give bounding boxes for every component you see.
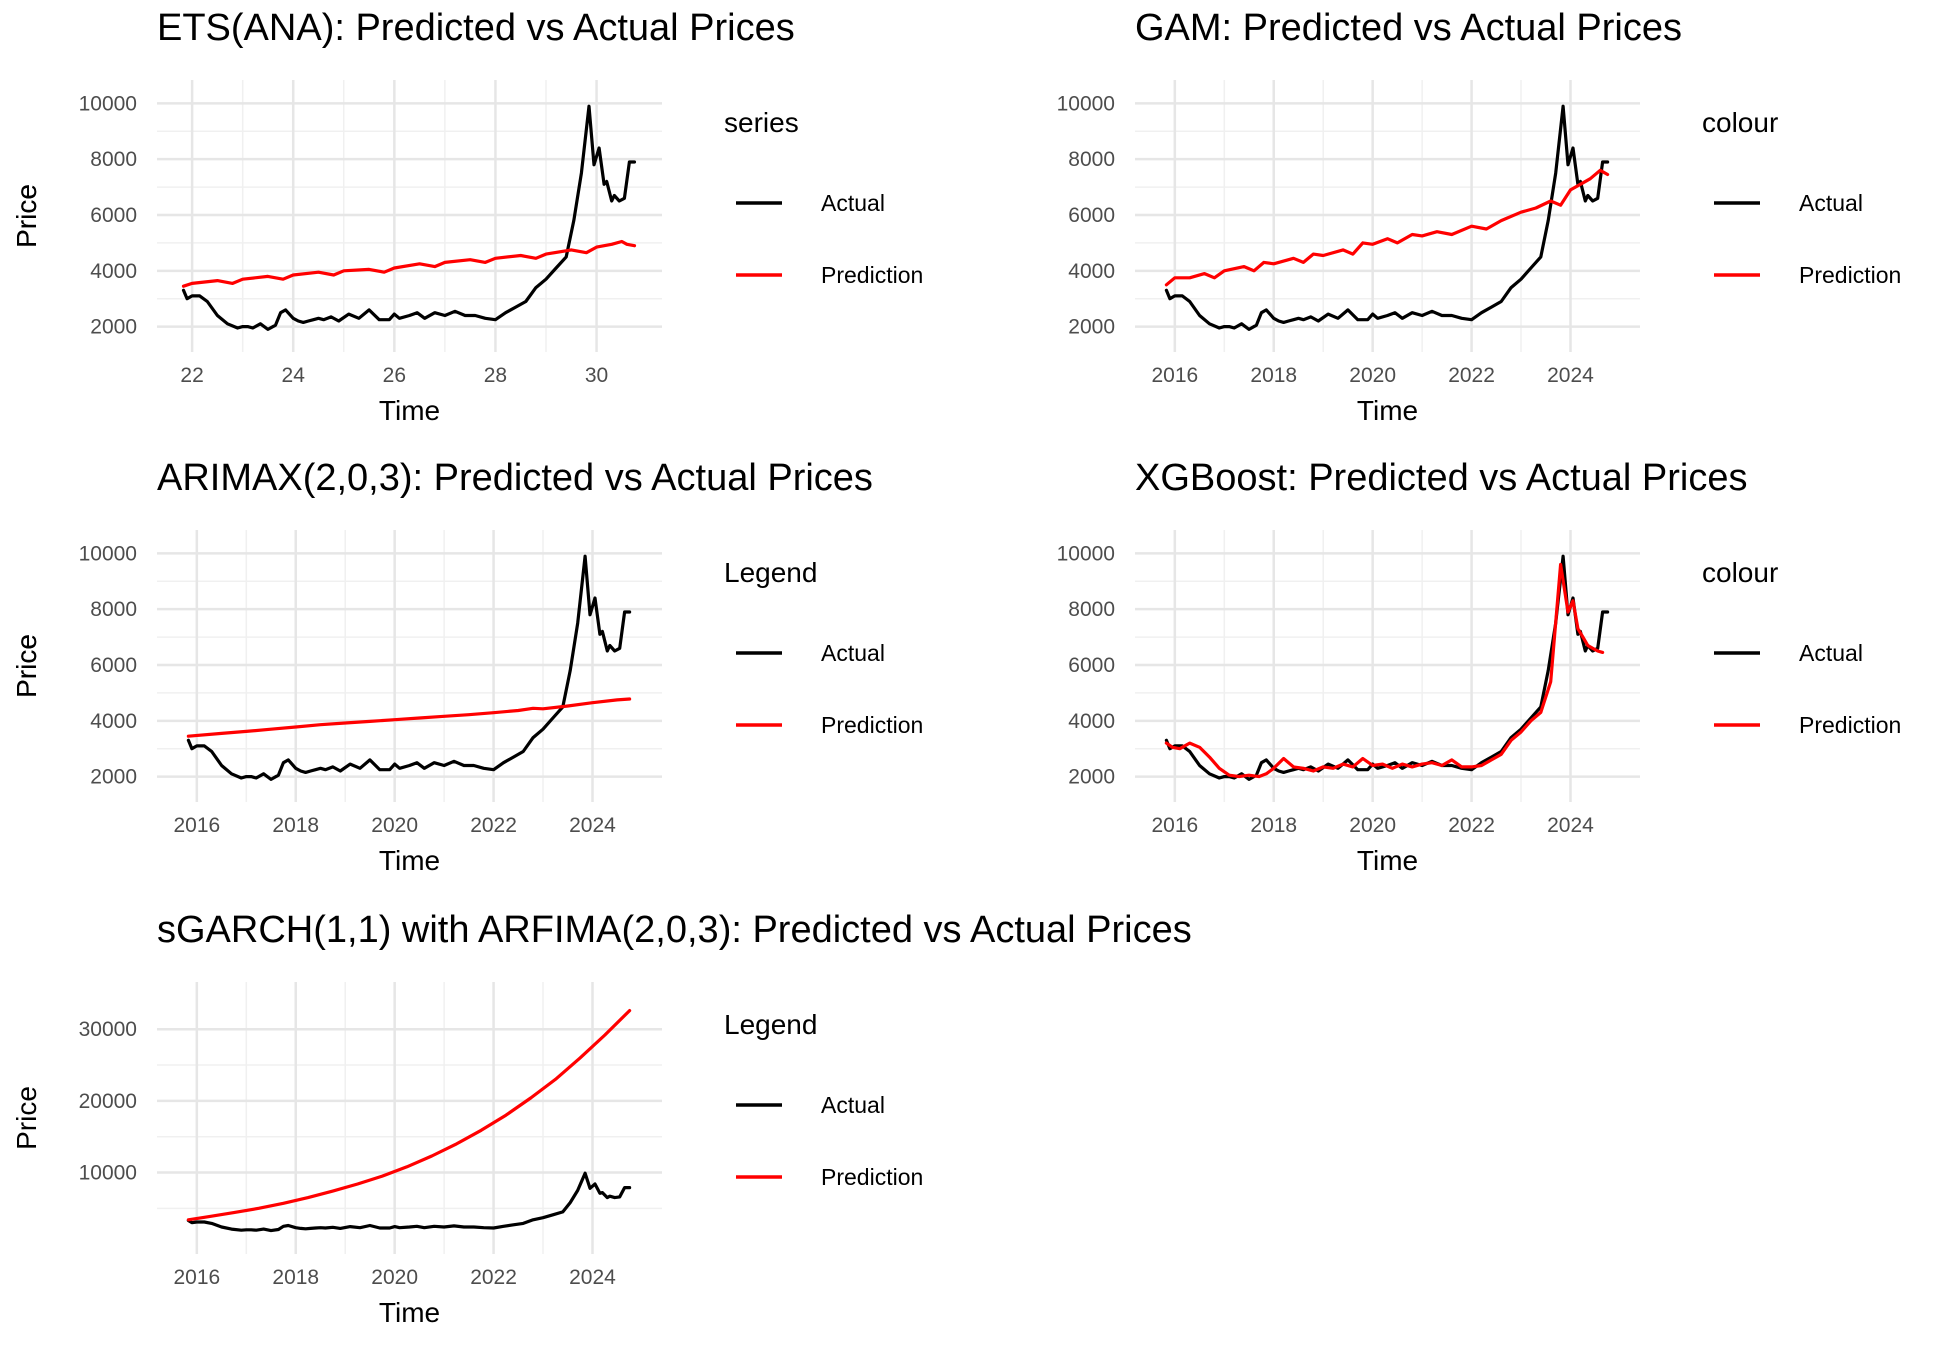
y-tick-label: 6000 [1068, 204, 1115, 227]
x-tick-label: 2022 [1448, 364, 1495, 387]
legend-title: colour [1702, 557, 1778, 588]
series-line-prediction [186, 1008, 632, 1222]
x-tick-label: 28 [484, 364, 507, 387]
legend-label-prediction: Prediction [1799, 712, 1901, 738]
y-tick-label: 2000 [1068, 766, 1115, 789]
legend-title: series [724, 107, 799, 138]
series-line-prediction [181, 239, 637, 288]
chart-title: sGARCH(1,1) with ARFIMA(2,0,3): Predicte… [157, 909, 1192, 951]
x-tick-label: 2020 [371, 1266, 418, 1289]
chart-panel-3: ARIMAX(2,0,3): Predicted vs Actual Price… [11, 457, 923, 876]
x-tick-label: 26 [383, 364, 406, 387]
y-axis-label: Price [11, 634, 42, 698]
x-tick-label: 2018 [272, 1266, 319, 1289]
x-axis-label: Time [1357, 845, 1418, 876]
series-line-actual [186, 554, 632, 782]
x-tick-label: 22 [180, 364, 203, 387]
y-tick-label: 4000 [90, 260, 137, 283]
y-tick-label: 8000 [90, 598, 137, 621]
y-tick-label: 30000 [79, 1018, 137, 1041]
x-tick-label: 2024 [569, 1266, 616, 1289]
chart-title: ARIMAX(2,0,3): Predicted vs Actual Price… [157, 457, 873, 499]
y-tick-label: 6000 [90, 654, 137, 677]
y-tick-label: 10000 [79, 92, 137, 115]
x-tick-label: 2022 [470, 1266, 517, 1289]
y-tick-label: 10000 [1057, 542, 1115, 565]
series-line-prediction [1164, 562, 1605, 779]
series-line-prediction [186, 697, 632, 738]
legend-label-actual: Actual [821, 190, 885, 216]
x-tick-label: 2024 [1547, 364, 1594, 387]
x-tick-label: 2024 [569, 814, 616, 837]
x-tick-label: 2016 [1151, 364, 1198, 387]
legend-label-prediction: Prediction [821, 262, 923, 288]
x-axis-label: Time [1357, 395, 1418, 426]
y-tick-label: 4000 [1068, 260, 1115, 283]
legend-label-prediction: Prediction [821, 1164, 923, 1190]
legend-label-actual: Actual [1799, 640, 1863, 666]
series-line-actual [1164, 554, 1610, 782]
y-tick-label: 20000 [79, 1090, 137, 1113]
y-axis-label: Price [11, 184, 42, 248]
x-tick-label: 2022 [470, 814, 517, 837]
x-tick-label: 2020 [1349, 364, 1396, 387]
series-line-actual [186, 1171, 632, 1233]
y-tick-label: 8000 [1068, 598, 1115, 621]
series-line-actual [181, 104, 637, 331]
y-tick-label: 6000 [90, 204, 137, 227]
x-tick-label: 2016 [173, 814, 220, 837]
chart-title: XGBoost: Predicted vs Actual Prices [1135, 457, 1748, 499]
x-tick-label: 2018 [1250, 814, 1297, 837]
x-tick-label: 2016 [173, 1266, 220, 1289]
y-tick-label: 10000 [1057, 92, 1115, 115]
y-tick-label: 4000 [90, 710, 137, 733]
y-tick-label: 2000 [90, 766, 137, 789]
legend-label-actual: Actual [821, 640, 885, 666]
x-axis-label: Time [379, 845, 440, 876]
y-tick-label: 2000 [90, 316, 137, 339]
x-tick-label: 2022 [1448, 814, 1495, 837]
legend-label-actual: Actual [1799, 190, 1863, 216]
y-axis-label: Price [11, 634, 42, 698]
y-tick-label: 10000 [79, 1162, 137, 1185]
chart-panel-2: GAM: Predicted vs Actual Prices 2016 2018 2… [11, 7, 1901, 426]
y-axis-label: Price [11, 1086, 42, 1150]
chart-panel-4: XGBoost: Predicted vs Actual Prices 2016 2… [11, 457, 1901, 876]
legend-title: Legend [724, 1009, 817, 1040]
chart-title: ETS(ANA): Predicted vs Actual Prices [157, 7, 795, 49]
y-tick-label: 10000 [79, 542, 137, 565]
legend-title: Legend [724, 557, 817, 588]
x-tick-label: 2024 [1547, 814, 1594, 837]
chart-panel-5: sGARCH(1,1) with ARFIMA(2,0,3): Predicte… [11, 909, 1192, 1328]
y-tick-label: 8000 [1068, 148, 1115, 171]
series-line-actual [1164, 104, 1610, 331]
series-line-prediction [1164, 168, 1610, 287]
x-tick-label: 2020 [1349, 814, 1396, 837]
chart-title: GAM: Predicted vs Actual Prices [1135, 7, 1682, 49]
x-tick-label: 24 [282, 364, 306, 387]
legend-label-prediction: Prediction [1799, 262, 1901, 288]
x-axis-label: Time [379, 395, 440, 426]
x-tick-label: 2018 [1250, 364, 1297, 387]
x-tick-label: 2020 [371, 814, 418, 837]
y-axis-label: Price [11, 184, 42, 248]
x-tick-label: 2018 [272, 814, 319, 837]
legend-title: colour [1702, 107, 1778, 138]
x-tick-label: 2016 [1151, 814, 1198, 837]
legend-label-prediction: Prediction [821, 712, 923, 738]
legend-label-actual: Actual [821, 1092, 885, 1118]
y-tick-label: 6000 [1068, 654, 1115, 677]
x-axis-label: Time [379, 1297, 440, 1328]
y-tick-label: 8000 [90, 148, 137, 171]
y-tick-label: 2000 [1068, 316, 1115, 339]
y-tick-label: 4000 [1068, 710, 1115, 733]
x-tick-label: 30 [585, 364, 608, 387]
chart-panel-1: ETS(ANA): Predicted vs Actual Prices 22 24… [11, 7, 923, 426]
